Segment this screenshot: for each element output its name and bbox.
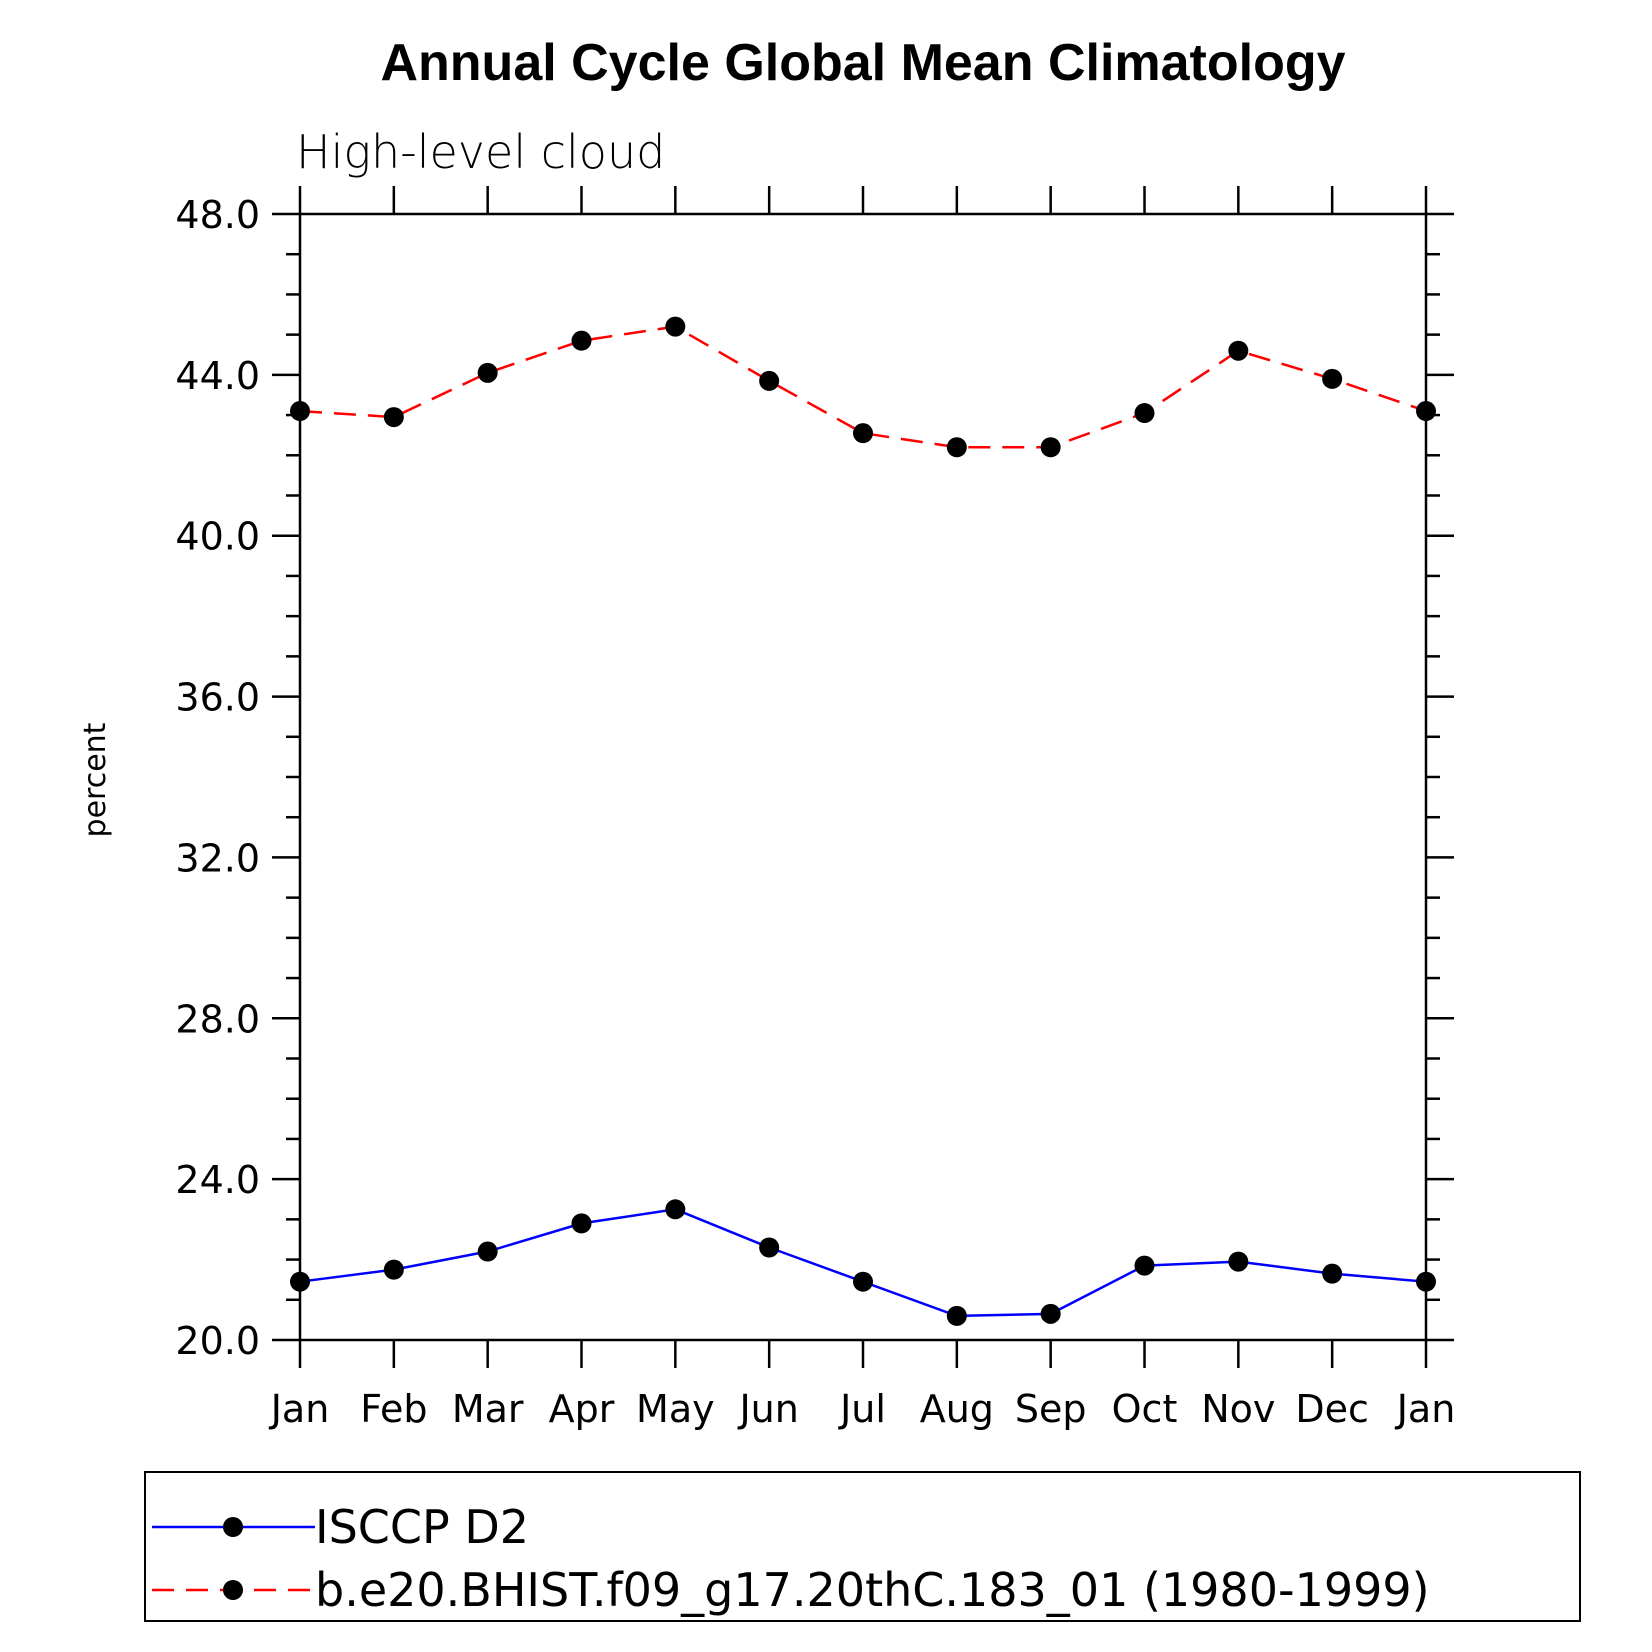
data-point <box>477 362 498 383</box>
series-2 <box>290 316 1436 458</box>
series-1 <box>290 1199 1436 1326</box>
x-tick-label: Dec <box>1295 1387 1369 1431</box>
series-layer <box>290 316 1436 1326</box>
data-point <box>383 1259 404 1280</box>
data-point <box>853 1271 873 1292</box>
legend-swatch-marker <box>223 1580 243 1600</box>
x-tick-label: Sep <box>1015 1387 1087 1431</box>
legend-item-2: b.e20.BHIST.f09_g17.20thC.183_01 (1980-1… <box>152 1563 1430 1617</box>
data-point <box>1228 1251 1249 1272</box>
y-tick-label: 28.0 <box>175 997 260 1041</box>
y-tick-label: 44.0 <box>175 354 260 398</box>
data-point <box>1416 401 1436 422</box>
data-point <box>1416 1271 1436 1292</box>
data-point <box>1134 1255 1155 1276</box>
series-line <box>299 1208 1427 1318</box>
data-point <box>665 316 686 337</box>
y-tick-label: 40.0 <box>175 515 260 559</box>
x-tick-label: Jun <box>737 1387 798 1431</box>
legend-box <box>144 1471 1581 1622</box>
data-point <box>1322 1263 1343 1284</box>
data-point <box>946 1305 967 1326</box>
x-tick-label: Jan <box>1395 1387 1456 1431</box>
x-tick-label: Jul <box>838 1387 886 1431</box>
x-tick-label: Nov <box>1201 1387 1275 1431</box>
chart-subtitle: High-level cloud <box>296 125 665 179</box>
data-point <box>759 370 780 391</box>
data-point <box>946 437 967 458</box>
data-point <box>571 1213 592 1234</box>
x-tick-label: Aug <box>920 1387 994 1431</box>
chart-title: Annual Cycle Global Mean Climatology <box>380 34 1345 92</box>
x-tick-label: Jan <box>269 1387 330 1431</box>
y-tick-label: 24.0 <box>175 1158 260 1202</box>
x-tick-label: Feb <box>360 1387 427 1431</box>
data-point <box>477 1241 498 1262</box>
data-point <box>665 1199 686 1220</box>
axis-ticks <box>272 186 1454 1368</box>
data-point <box>853 423 873 444</box>
y-axis-label: percent <box>78 722 113 837</box>
legend-label: b.e20.BHIST.f09_g17.20thC.183_01 (1980-1… <box>315 1563 1430 1617</box>
y-tick-label: 36.0 <box>175 676 260 720</box>
legend: ISCCP D2 b.e20.BHIST.f09_g17.20thC.183_01… <box>152 1500 1430 1617</box>
data-point <box>1322 368 1343 389</box>
y-tick-label: 48.0 <box>175 193 260 237</box>
data-point <box>290 1271 310 1292</box>
data-point <box>1040 437 1061 458</box>
y-tick-label: 20.0 <box>175 1319 260 1363</box>
data-point <box>1228 340 1249 361</box>
x-tick-label: Mar <box>452 1387 524 1431</box>
x-tick-labels: Jan Feb Mar Apr May Jun Jul Aug Sep Oct Nov Dec Jan <box>269 1387 1456 1431</box>
y-tick-labels: 20.0 24.0 28.0 32.0 36.0 40.0 44.0 48.0 <box>175 193 260 1363</box>
data-point <box>759 1237 780 1258</box>
data-point <box>1040 1303 1061 1324</box>
data-point <box>290 401 310 422</box>
y-tick-label: 32.0 <box>175 836 260 880</box>
x-tick-label: May <box>636 1387 715 1431</box>
legend-label: ISCCP D2 <box>315 1500 529 1554</box>
data-point <box>571 330 592 351</box>
x-tick-label: Apr <box>549 1387 615 1431</box>
x-tick-label: Oct <box>1112 1387 1178 1431</box>
legend-item-1: ISCCP D2 <box>152 1500 529 1554</box>
legend-swatch-marker <box>223 1517 243 1537</box>
data-point <box>1134 403 1155 424</box>
data-point <box>383 407 404 428</box>
